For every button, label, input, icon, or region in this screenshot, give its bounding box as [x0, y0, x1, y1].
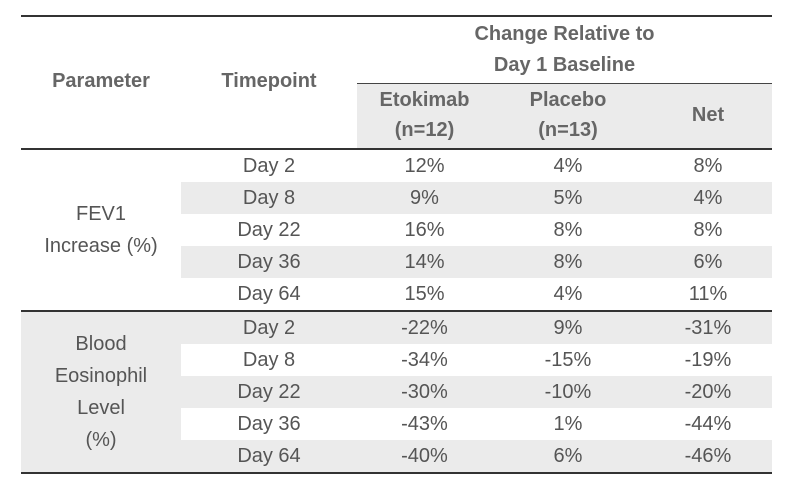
table-cell-etokimab: -43% — [401, 412, 448, 435]
parameter-header: Parameter — [52, 69, 150, 92]
net-header: Net — [691, 103, 725, 126]
table-cell-timepoint: Day 22 — [237, 218, 301, 241]
eos-label-line-3: Level — [77, 397, 125, 419]
table-cell-etokimab: 12% — [404, 154, 445, 177]
eos-label-line-2: Eosinophil — [54, 365, 148, 387]
table-cell-etokimab: -30% — [401, 380, 448, 403]
table-cell-timepoint: Day 2 — [242, 154, 296, 177]
table-cell-etokimab: 16% — [404, 218, 445, 241]
fev1-group-label: FEV1 Increase (%) — [21, 150, 181, 310]
table-cell-net: -31% — [684, 316, 732, 339]
table-cell-net: -19% — [684, 348, 732, 371]
table-cell-placebo: 6% — [553, 444, 583, 467]
table-cell-placebo: 8% — [553, 250, 583, 273]
etokimab-header-line2: (n=12) — [394, 119, 455, 141]
group1-row-shade-1 — [181, 182, 772, 214]
eos-label-line-1: Blood — [75, 333, 127, 355]
group2-row-shade-3 — [181, 440, 772, 472]
table-cell-timepoint: Day 22 — [237, 380, 301, 403]
group2-row-shade-2 — [181, 376, 772, 408]
table-cell-placebo: 1% — [553, 412, 583, 435]
table-cell-net: 4% — [693, 186, 723, 209]
group1-row-shade-2 — [181, 246, 772, 278]
eosinophil-group-label: Blood Eosinophil Level (%) — [21, 312, 181, 472]
table-cell-etokimab: -22% — [401, 316, 448, 339]
table-cell-placebo: -15% — [544, 348, 592, 371]
table-cell-timepoint: Day 64 — [237, 444, 301, 467]
table-cell-placebo: 9% — [553, 316, 583, 339]
table-cell-placebo: 4% — [553, 282, 583, 305]
timepoint-header: Timepoint — [221, 69, 317, 92]
eos-label-line-4: (%) — [85, 429, 117, 451]
table-cell-net: 8% — [693, 218, 723, 241]
table-cell-etokimab: 15% — [404, 282, 445, 305]
table-cell-etokimab: 14% — [404, 250, 445, 273]
table-cell-etokimab: -40% — [401, 444, 448, 467]
table-cell-timepoint: Day 8 — [242, 348, 296, 371]
header-subrule — [357, 83, 772, 84]
table-cell-placebo: 4% — [553, 154, 583, 177]
change-header-line1: Change Relative to — [474, 23, 655, 45]
table-cell-placebo: 5% — [553, 186, 583, 209]
table-cell-net: -44% — [684, 412, 732, 435]
group2-label-shade — [21, 312, 181, 472]
group-divider-rule — [21, 310, 772, 312]
table-cell-timepoint: Day 8 — [242, 186, 296, 209]
table-cell-net: -20% — [684, 380, 732, 403]
placebo-header-line1: Placebo — [529, 89, 607, 111]
table-cell-placebo: 8% — [553, 218, 583, 241]
table-cell-net: 6% — [693, 250, 723, 273]
change-header-line2: Day 1 Baseline — [493, 54, 636, 76]
table-cell-timepoint: Day 36 — [237, 412, 301, 435]
placebo-header-line2: (n=13) — [538, 119, 598, 141]
table-cell-net: -46% — [684, 444, 732, 467]
bottom-rule — [21, 472, 772, 474]
table-cell-timepoint: Day 36 — [237, 250, 301, 273]
table-cell-placebo: -10% — [544, 380, 592, 403]
fev1-label-line-2: Increase (%) — [44, 235, 158, 257]
table-cell-timepoint: Day 2 — [242, 316, 296, 339]
table-cell-etokimab: -34% — [401, 348, 448, 371]
fev1-label-line-1: FEV1 — [75, 203, 127, 225]
top-rule — [21, 15, 772, 17]
table-cell-net: 8% — [693, 154, 723, 177]
table-cell-timepoint: Day 64 — [237, 282, 301, 305]
group2-row-shade-1 — [181, 312, 772, 344]
etokimab-header-line1: Etokimab — [379, 89, 470, 111]
subheader-shading — [357, 84, 772, 148]
header-bottom-rule — [21, 148, 772, 150]
table-cell-etokimab: 9% — [410, 186, 439, 209]
table-cell-net: 11% — [688, 282, 728, 305]
